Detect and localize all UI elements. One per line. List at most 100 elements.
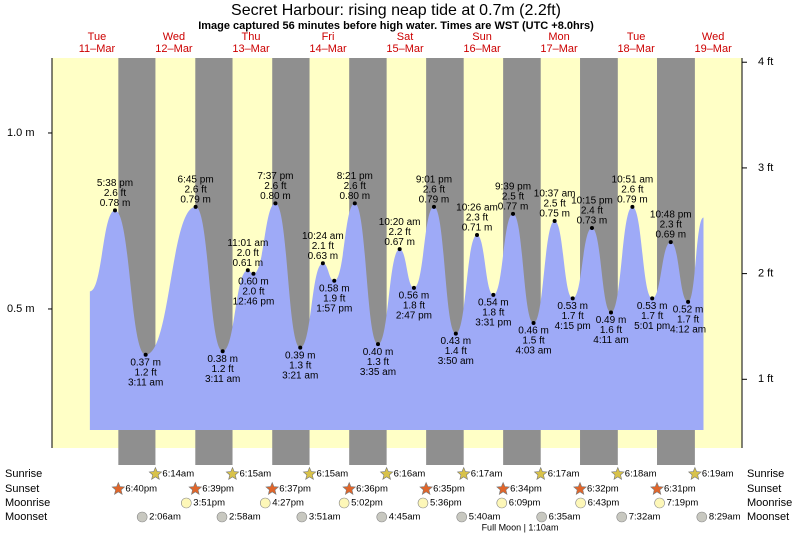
tide-extreme [608,310,613,315]
time-label: 4:15 pm [555,321,591,332]
y-tick-label: 0.5 m [7,303,35,315]
y2-tick-label: 4 ft [758,56,773,68]
sunset-icon [265,481,280,495]
moonrise-time: 4:27pm [272,498,304,509]
sunset-icon [342,481,357,495]
tide-extreme [431,204,436,209]
time-label: 4:03 am [515,346,551,357]
moonset-icon [376,511,388,523]
day-label: Sat [397,31,414,43]
tide-extreme [332,278,337,283]
time-label: 10:20 am [379,217,421,228]
moonset-icon [696,511,708,523]
sunrise-icon [687,466,702,480]
feet-label: 1.6 ft [600,325,622,336]
feet-label: 2.4 ft [581,206,603,217]
row-label: Sunset [5,483,39,495]
sunset-icon [573,481,587,495]
feet-label: 2.6 ft [264,181,286,192]
feet-label: 2.6 ft [423,185,445,196]
tide-extreme [552,218,557,223]
moonset-time: 7:32am [629,512,661,523]
time-label: 4:11 am [593,335,628,346]
feet-label: 1.8 ft [482,308,504,319]
y-tick-label: 1.0 m [7,127,35,139]
sunrise-icon [456,466,471,480]
day-label: Tue [627,31,646,43]
value-label: 0.80 m [260,191,291,202]
moonset-time: 8:29am [709,512,741,523]
sunset-time: 6:37pm [279,484,311,495]
time-label: 11:01 am [227,238,268,249]
sunset-time: 6:36pm [356,484,388,495]
feet-label: 2.0 ft [242,286,264,297]
day-label: Wed [702,31,724,43]
time-label: 4:12 am [670,325,706,336]
feet-label: 2.6 ft [621,185,643,196]
moon-phase: Full Moon | 1:10am [482,522,559,532]
tide-extreme [686,299,691,304]
day-label: Fri [322,31,335,43]
y2-tick-label: 1 ft [758,373,773,385]
moonrise-icon [417,497,429,509]
value-label: 0.60 m [238,276,269,287]
date-label: 17–Mar [540,43,578,55]
tide-extreme [112,208,117,213]
tide-extreme [668,240,673,245]
tide-extreme [273,201,278,206]
moonset-icon [616,511,628,523]
time-label: 12:46 pm [233,296,275,307]
day-label: Sun [472,31,492,43]
background-layer [89,58,704,465]
time-label: 3:11 am [205,374,240,385]
moonrise-icon [575,497,586,509]
value-label: 0.79 m [180,195,211,206]
tide-extreme [397,247,402,252]
date-label: 13–Mar [232,43,270,55]
feet-label: 2.5 ft [544,199,566,210]
value-label: 0.77 m [498,202,529,213]
tide-extreme [245,268,250,273]
feet-label: 2.3 ft [660,220,682,231]
value-label: 0.67 m [384,237,415,248]
chart-subtitle: Image captured 56 minutes before high wa… [198,20,594,32]
sunrise-time: 6:17am [548,469,580,480]
time-label: 10:24 am [302,231,344,242]
row-label: Sunset [747,483,781,495]
sunset-time: 6:35pm [433,484,465,495]
value-label: 0.49 m [596,315,627,326]
moonset-time: 5:40am [469,512,501,523]
tide-extreme [531,321,536,326]
day-label: Wed [163,31,185,43]
feet-label: 2.2 ft [389,227,411,238]
value-label: 0.53 m [637,301,668,312]
feet-label: 2.6 ft [344,181,366,192]
value-label: 0.38 m [207,354,238,365]
tide-extreme [453,331,458,336]
time-label: 10:48 pm [650,210,692,221]
feet-label: 1.7 ft [677,315,699,326]
time-label: 10:15 pm [571,196,613,207]
time-label: 5:01 pm [634,321,670,332]
tide-extreme [143,352,148,357]
moonset-icon [456,511,468,523]
time-label: 3:31 pm [475,318,511,329]
row-label: Moonrise [5,497,50,509]
moonrise-time: 3:51pm [193,498,225,509]
value-label: 0.80 m [340,191,371,202]
sunset-time: 6:34pm [510,484,542,495]
feet-label: 1.4 ft [445,346,467,357]
value-label: 0.39 m [285,350,316,361]
sunrise-time: 6:14am [162,469,194,480]
tide-extreme [630,204,635,209]
date-label: 16–Mar [463,43,501,55]
tide-extreme [376,342,381,347]
date-label: 12–Mar [155,43,193,55]
sunset-time: 6:31pm [664,484,696,495]
tide-extreme [352,201,357,206]
time-label: 9:01 pm [416,175,452,186]
tide-extreme [570,296,575,301]
date-label: 15–Mar [386,43,424,55]
tide-extreme [298,345,303,350]
